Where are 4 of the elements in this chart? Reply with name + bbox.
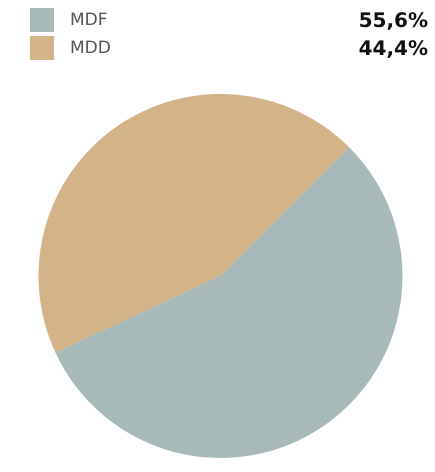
- data-label: 55,6%: [358, 8, 428, 32]
- legend-label: MDF: [70, 10, 109, 30]
- legend-label: MDD: [70, 38, 112, 58]
- data-label: 44,4%: [358, 36, 428, 60]
